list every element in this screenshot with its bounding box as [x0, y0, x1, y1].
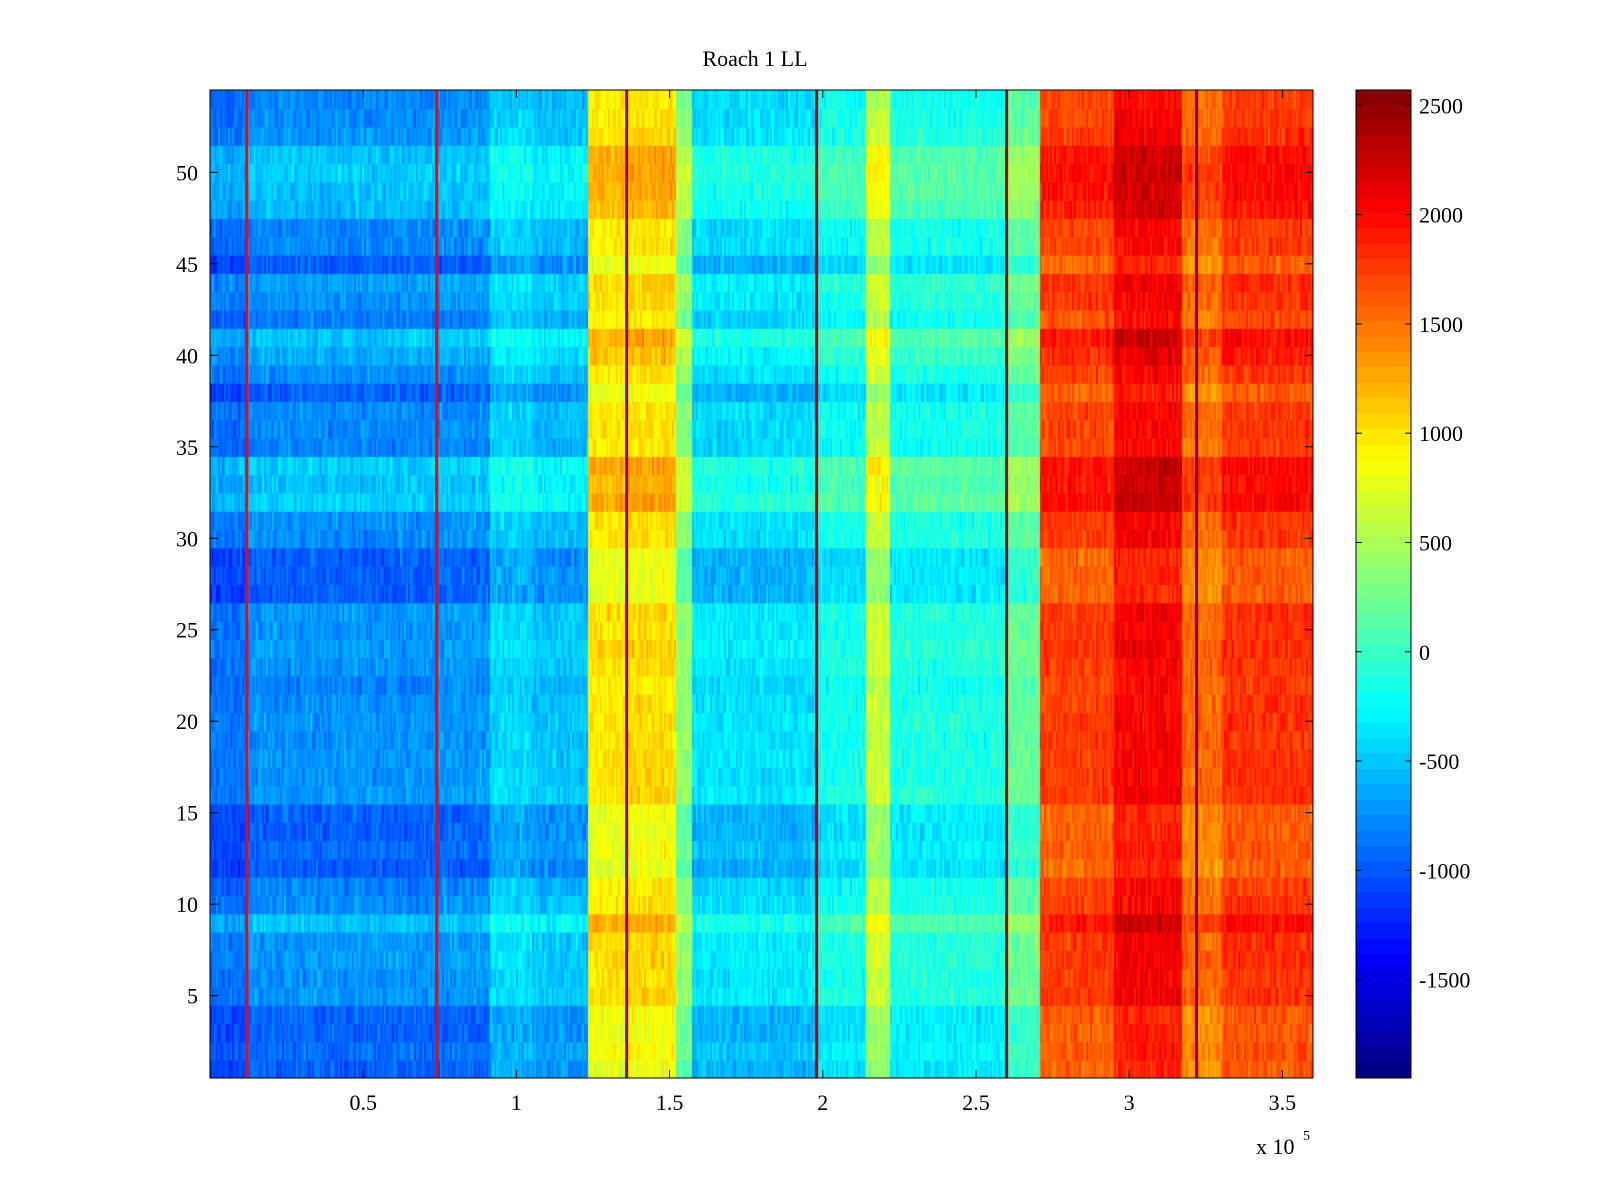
colorbar-tick-label: 0 — [1419, 640, 1430, 665]
chart-title: Roach 1 LL — [702, 46, 807, 71]
x-tick-label: 0.5 — [349, 1090, 377, 1115]
y-tick-label: 5 — [187, 984, 198, 1009]
y-tick-label: 50 — [176, 160, 198, 185]
x-tick-label: 2.5 — [962, 1090, 990, 1115]
y-tick-label: 10 — [176, 892, 198, 917]
x-multiplier-prefix: x 10 — [1256, 1134, 1295, 1159]
vertical-lines-layer — [245, 90, 1199, 1078]
x-axis-ticks: 0.5 1 1.5 2 2.5 3 3.5 — [349, 90, 1296, 1115]
y-tick-label: 35 — [176, 435, 198, 460]
y-tick-label: 15 — [176, 801, 198, 826]
colorbar-tick-label: -1500 — [1419, 968, 1470, 993]
x-tick-label: 3.5 — [1269, 1090, 1297, 1115]
heatmap-image — [210, 90, 1313, 1078]
x-tick-label: 1 — [511, 1090, 522, 1115]
y-axis-ticks: 5 10 15 20 25 30 35 40 45 50 — [176, 160, 1313, 1009]
colorbar-tick-label: 1000 — [1419, 421, 1463, 446]
y-tick-label: 30 — [176, 526, 198, 551]
x-axis-multiplier: x 10 5 — [1256, 1129, 1310, 1159]
plot-axes-box — [209, 89, 1314, 1079]
colorbar-box — [1355, 89, 1412, 1079]
y-tick-label: 20 — [176, 709, 198, 734]
x-tick-label: 2 — [817, 1090, 828, 1115]
y-tick-label: 40 — [176, 343, 198, 368]
colorbar-image — [1356, 90, 1411, 1078]
colorbar-tick-label: -500 — [1419, 749, 1459, 774]
x-tick-label: 3 — [1124, 1090, 1135, 1115]
y-tick-label: 45 — [176, 252, 198, 277]
heatmap-area — [210, 90, 1313, 1078]
colorbar-tick-label: 2000 — [1419, 203, 1463, 228]
y-tick-label: 25 — [176, 618, 198, 643]
colorbar-tick-label: -1000 — [1419, 858, 1470, 883]
colorbar-tick-label: 2500 — [1419, 93, 1463, 118]
colorbar-tick-label: 500 — [1419, 530, 1452, 555]
colorbar-tick-label: 1500 — [1419, 312, 1463, 337]
colorbar-area — [1356, 90, 1411, 1078]
x-tick-label: 1.5 — [656, 1090, 684, 1115]
colorbar-ticks: -1500 -1000 -500 0 500 1000 1500 2000 2500 — [1356, 93, 1470, 993]
x-multiplier-exponent: 5 — [1303, 1129, 1310, 1144]
